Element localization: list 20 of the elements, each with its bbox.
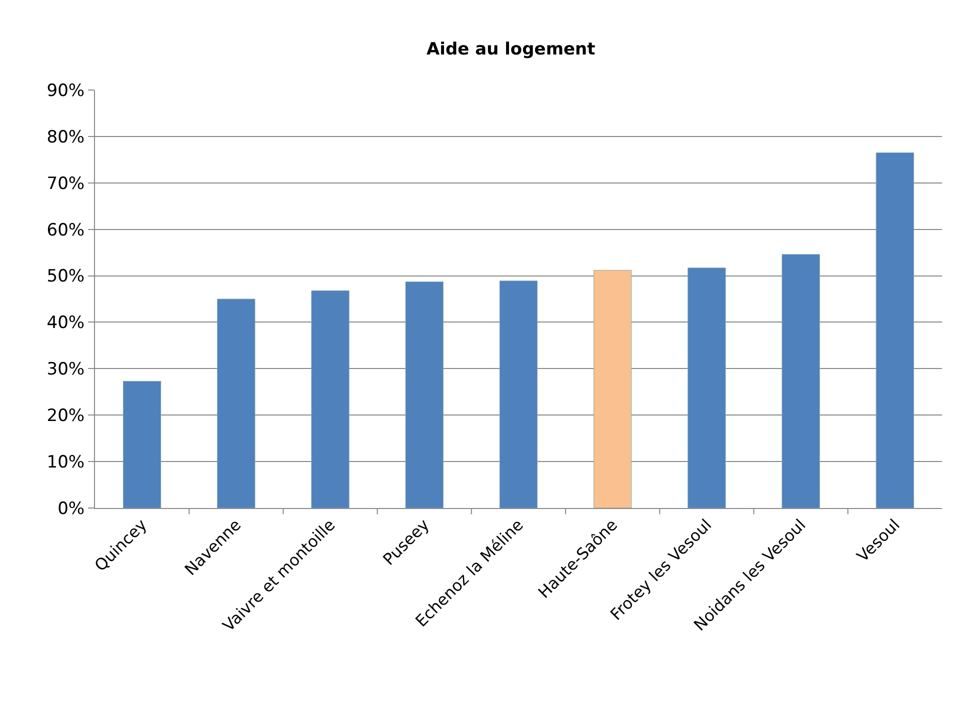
y-tick-label: 50% bbox=[46, 266, 85, 287]
y-tick-label: 90% bbox=[46, 80, 85, 101]
y-tick-label: 10% bbox=[46, 452, 85, 473]
y-tick-label: 40% bbox=[46, 313, 85, 334]
bar bbox=[499, 280, 538, 508]
bar bbox=[405, 282, 444, 508]
y-tick-label: 70% bbox=[46, 174, 85, 194]
bar bbox=[311, 290, 350, 508]
y-tick-label: 30% bbox=[46, 360, 85, 380]
bar bbox=[217, 298, 256, 508]
bar bbox=[122, 380, 162, 508]
bar bbox=[594, 270, 632, 508]
y-tick-label: 60% bbox=[46, 220, 85, 240]
bar bbox=[876, 152, 914, 508]
bar bbox=[688, 268, 726, 508]
y-tick-label: 0% bbox=[58, 498, 85, 519]
y-tick-label: 80% bbox=[46, 127, 85, 148]
bar bbox=[782, 254, 820, 508]
y-tick-label: 20% bbox=[46, 406, 85, 426]
chart-title: Aide au logement bbox=[426, 39, 596, 60]
